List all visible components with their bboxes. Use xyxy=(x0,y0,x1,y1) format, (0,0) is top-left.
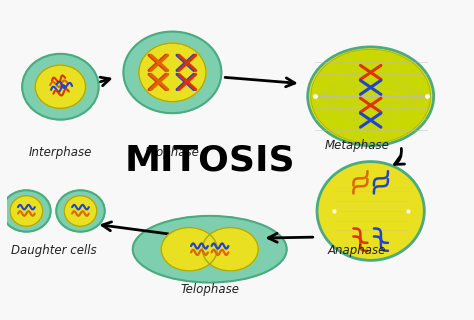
Ellipse shape xyxy=(317,162,424,260)
Ellipse shape xyxy=(139,43,206,102)
Text: Prophase: Prophase xyxy=(145,146,200,159)
Ellipse shape xyxy=(123,32,221,113)
Ellipse shape xyxy=(35,65,86,108)
Text: Telophase: Telophase xyxy=(180,283,239,296)
Ellipse shape xyxy=(308,47,434,146)
Ellipse shape xyxy=(202,228,258,271)
Ellipse shape xyxy=(2,190,51,232)
Ellipse shape xyxy=(161,228,217,271)
Ellipse shape xyxy=(133,216,287,283)
Ellipse shape xyxy=(10,196,43,226)
Text: MITOSIS: MITOSIS xyxy=(124,143,295,177)
Ellipse shape xyxy=(22,54,99,120)
Text: Daughter cells: Daughter cells xyxy=(10,244,96,257)
Ellipse shape xyxy=(64,196,97,226)
Ellipse shape xyxy=(201,217,218,281)
Text: Anaphase: Anaphase xyxy=(328,244,386,257)
Ellipse shape xyxy=(311,49,430,143)
Text: Metaphase: Metaphase xyxy=(324,139,389,152)
Text: Interphase: Interphase xyxy=(29,146,92,159)
Ellipse shape xyxy=(56,190,105,232)
